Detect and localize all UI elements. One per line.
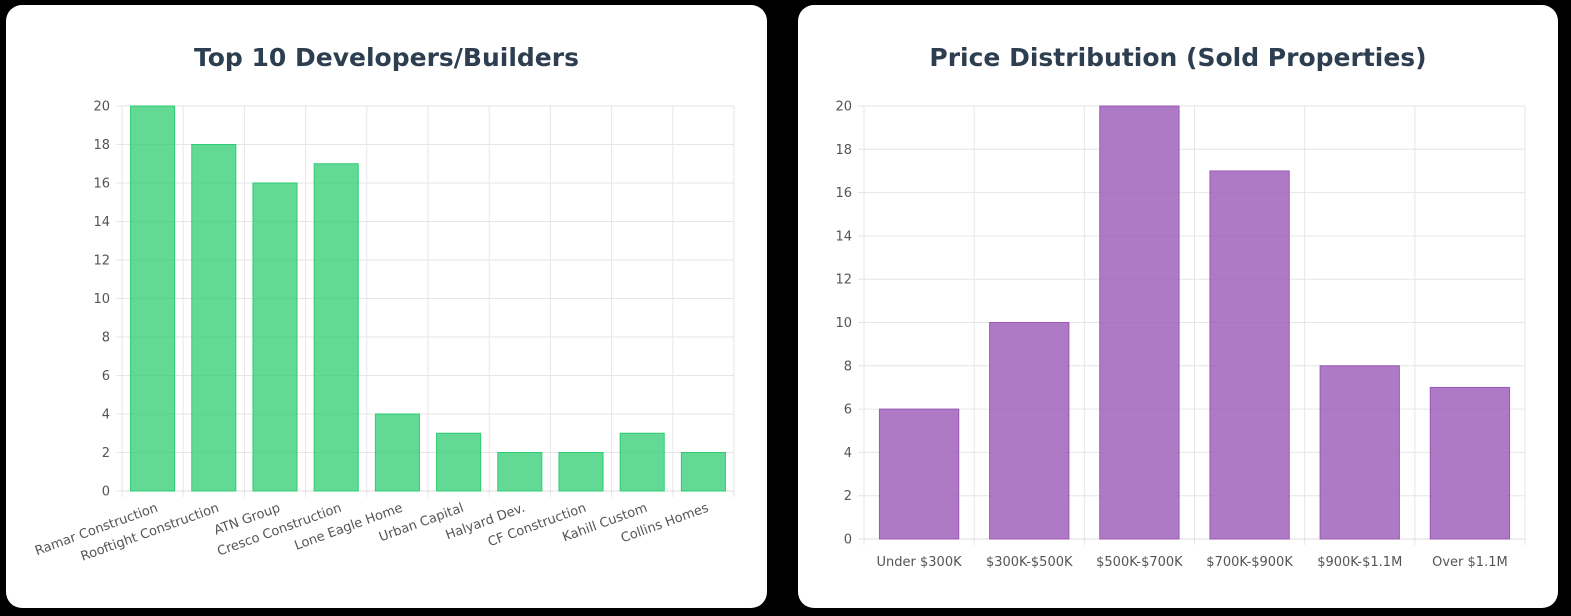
price-distribution-card: Price Distribution (Sold Properties) 0 2 4…	[798, 5, 1558, 608]
developers-chart-card: Top 10 Developers/Builders 0 2 4 6 8 10 12 14 16…	[6, 5, 767, 608]
y-tick-label: 16	[835, 186, 852, 201]
bar	[619, 432, 665, 492]
bar	[436, 432, 482, 492]
x-tick-label: $500K-$700K	[1096, 555, 1183, 570]
bar	[497, 452, 543, 492]
bar	[1099, 105, 1180, 540]
y-tick-label: 18	[835, 143, 852, 158]
y-tick-label: 4	[844, 446, 852, 461]
y-tick-label: 14	[93, 215, 110, 230]
bar	[130, 105, 176, 492]
y-tick-label: 4	[102, 408, 110, 423]
bar	[878, 408, 960, 540]
y-tick-label: 12	[93, 254, 110, 269]
y-tick-label: 20	[835, 100, 852, 115]
y-tick-label: 8	[844, 359, 852, 374]
y-tick-label: 10	[835, 316, 852, 331]
bar	[680, 452, 726, 492]
bar	[1209, 170, 1290, 540]
bar	[1429, 386, 1511, 540]
x-tick-label: Under $300K	[877, 555, 963, 570]
y-tick-label: 20	[93, 100, 110, 115]
y-tick-label: 12	[835, 273, 852, 288]
x-tick-label: Over $1.1M	[1432, 555, 1508, 570]
y-tick-label: 0	[102, 485, 110, 500]
price-distribution-title: Price Distribution (Sold Properties)	[929, 43, 1427, 72]
y-tick-label: 16	[93, 177, 110, 192]
y-tick-label: 14	[835, 229, 852, 244]
bar	[191, 144, 237, 492]
developers-chart-title: Top 10 Developers/Builders	[194, 43, 579, 72]
y-tick-label: 18	[93, 138, 110, 153]
bar	[558, 452, 604, 492]
x-tick-label: $900K-$1.1M	[1317, 555, 1402, 570]
price-distribution-bar-chart: 0 2 4 6 8 10 12 14 16 18 20 Under $300K $300K-$500K $…	[835, 100, 1526, 570]
y-tick-label: 8	[102, 331, 110, 346]
y-tick-label: 2	[102, 446, 110, 461]
x-tick-label: $700K-$900K	[1206, 555, 1293, 570]
x-tick-label: $300K-$500K	[986, 555, 1073, 570]
bar	[313, 163, 359, 492]
y-tick-label: 6	[844, 403, 852, 418]
y-tick-label: 2	[844, 489, 852, 504]
y-tick-label: 0	[844, 533, 852, 548]
bar	[252, 182, 298, 492]
bar	[1319, 365, 1400, 540]
y-tick-label: 10	[93, 292, 110, 307]
y-tick-label: 6	[102, 369, 110, 384]
bar	[374, 413, 420, 492]
bar	[989, 322, 1070, 540]
